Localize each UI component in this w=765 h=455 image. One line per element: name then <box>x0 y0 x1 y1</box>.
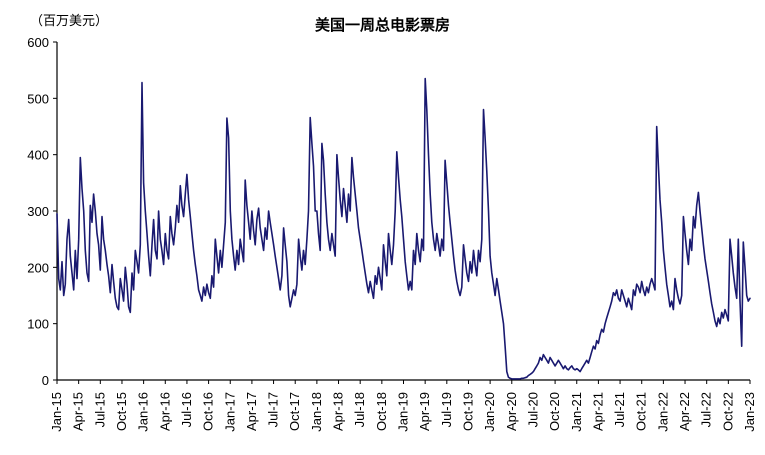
x-axis-label: Jan-19 <box>396 392 411 432</box>
x-axis-label: Oct-19 <box>460 392 475 431</box>
y-axis-label: 200 <box>27 260 49 275</box>
y-axis-unit-label: （百万美元） <box>30 13 109 28</box>
x-axis-label: Apr-21 <box>590 392 605 431</box>
y-axis-label: 600 <box>27 35 49 50</box>
x-axis-label: Jul-22 <box>699 392 714 427</box>
x-axis-label: Jul-20 <box>525 392 540 427</box>
x-axis-label: Apr-15 <box>71 392 86 431</box>
x-axis-label: Jul-18 <box>352 392 367 427</box>
x-axis-label: Jan-17 <box>222 392 237 432</box>
x-axis-label: Jan-22 <box>655 392 670 432</box>
x-axis-label: Jul-16 <box>179 392 194 427</box>
x-axis-label: Apr-16 <box>157 392 172 431</box>
x-axis-label: Jul-17 <box>266 392 281 427</box>
x-axis-label: Jan-20 <box>482 392 497 432</box>
x-axis-label: Jan-23 <box>742 392 757 432</box>
x-axis-label: Oct-21 <box>634 392 649 431</box>
x-axis-label: Jul-19 <box>439 392 454 427</box>
x-axis-label: Oct-18 <box>374 392 389 431</box>
x-axis-label: Oct-16 <box>201 392 216 431</box>
y-axis-label: 0 <box>42 373 49 388</box>
y-axis-label: 300 <box>27 204 49 219</box>
x-axis-label: Jan-18 <box>309 392 324 432</box>
series-line-box-office <box>56 77 751 380</box>
chart-title: 美国一周总电影票房 <box>314 17 450 34</box>
x-axis-label: Jul-21 <box>612 392 627 427</box>
x-axis-label: Oct-17 <box>287 392 302 431</box>
x-axis-label: Oct-15 <box>114 392 129 431</box>
x-axis-label: Oct-22 <box>720 392 735 431</box>
y-axis-label: 500 <box>27 91 49 106</box>
x-axis-label: Oct-20 <box>547 392 562 431</box>
x-axis-label: Jan-21 <box>569 392 584 432</box>
x-axis-label: Apr-19 <box>417 392 432 431</box>
x-axis-label: Apr-22 <box>677 392 692 431</box>
x-axis-label: Jul-15 <box>92 392 107 427</box>
x-axis-label: Apr-17 <box>244 392 259 431</box>
x-axis-label: Apr-18 <box>331 392 346 431</box>
y-axis-label: 400 <box>27 148 49 163</box>
x-axis-label: Apr-20 <box>504 392 519 431</box>
x-axis-label: Jan-15 <box>49 392 64 432</box>
y-axis-label: 100 <box>27 317 49 332</box>
x-axis-label: Jan-16 <box>136 392 151 432</box>
